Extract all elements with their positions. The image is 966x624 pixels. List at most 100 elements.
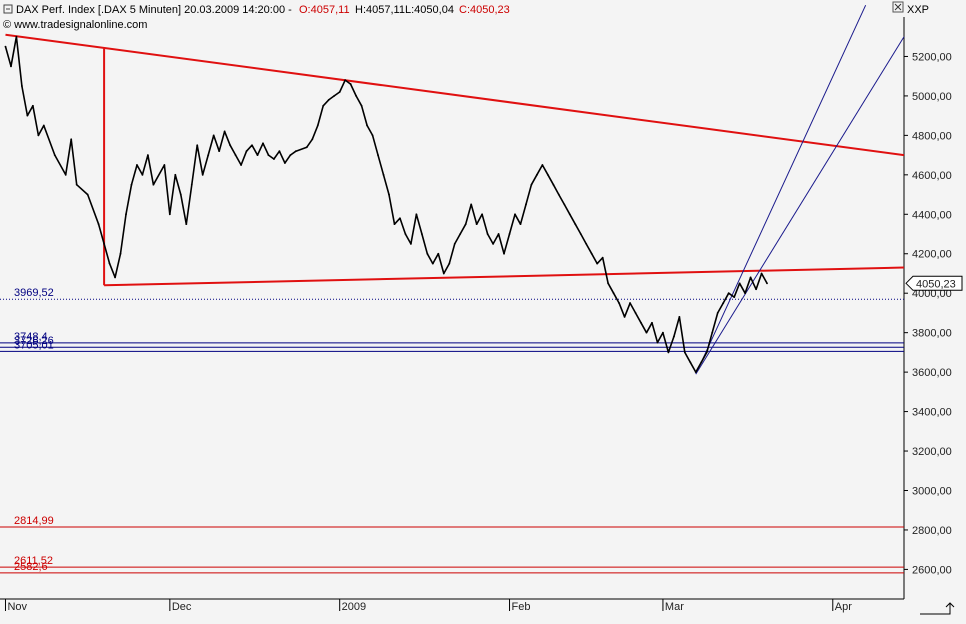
price-point: [262, 142, 264, 145]
panel-label: XXP: [907, 4, 929, 16]
price-point: [196, 144, 199, 147]
price-point: [711, 331, 714, 334]
price-point: [475, 223, 478, 226]
y-tick-label: 2800,00: [912, 525, 952, 537]
y-tick-label: 2600,00: [912, 564, 952, 576]
price-point: [42, 124, 45, 127]
price-layer: [4, 35, 768, 374]
price-point: [108, 262, 111, 265]
y-axis-ticks: 5200,00 5000,00 4800,00 4600,00 4400,00 4200,…: [904, 51, 952, 576]
red-trendline[interactable]: [104, 266, 905, 287]
price-point: [125, 213, 127, 216]
price-point: [97, 223, 100, 226]
price-point: [623, 315, 626, 318]
y-tick-label: 3800,00: [912, 328, 952, 340]
close-icon: [894, 3, 902, 11]
price-point: [273, 158, 275, 160]
price-point: [503, 252, 505, 255]
price-point: [223, 130, 226, 133]
price-point: [716, 312, 719, 314]
price-point: [634, 312, 637, 314]
last-price-label: 4050,23: [916, 278, 956, 290]
resize-arrow-icon[interactable]: [920, 602, 955, 615]
price-point: [207, 154, 210, 157]
price-point: [579, 233, 582, 235]
price-point: [766, 282, 768, 285]
collapse-box-icon[interactable]: [3, 4, 13, 14]
price-point: [563, 203, 566, 206]
price-point: [541, 164, 544, 166]
header-low: L:4050,04: [405, 4, 454, 16]
blue-trendline[interactable]: [695, 36, 905, 375]
price-point: [283, 162, 286, 164]
price-point: [722, 302, 725, 304]
price-point: [147, 154, 149, 157]
price-point: [755, 288, 757, 291]
price-point: [733, 296, 736, 299]
price-point: [678, 315, 681, 318]
price-point: [705, 351, 708, 354]
price-point: [267, 154, 270, 157]
price-point: [333, 95, 336, 97]
price-point: [349, 83, 352, 85]
y-tick-label: 4000,00: [912, 288, 952, 300]
price-point: [136, 164, 138, 166]
level-label: 3705,01: [14, 339, 54, 351]
price-point: [355, 95, 358, 97]
zoom-handle[interactable]: [920, 602, 955, 615]
last-price-marker: 4050,23: [905, 275, 963, 291]
last-price-box: [905, 275, 963, 291]
price-point: [371, 134, 374, 137]
price-point: [760, 272, 763, 275]
price-point: [552, 183, 555, 186]
price-point: [70, 138, 73, 141]
price-point: [256, 154, 259, 157]
price-point: [185, 223, 188, 226]
price-point: [546, 173, 549, 176]
price-point: [344, 79, 347, 82]
price-point: [612, 292, 615, 295]
price-point: [694, 371, 697, 374]
price-point: [130, 183, 133, 186]
price-point: [10, 65, 12, 68]
price-point: [240, 164, 242, 166]
blue-trendline[interactable]: [695, 4, 867, 375]
y-tick-label: 3200,00: [912, 446, 952, 458]
level-label: 3726,26: [14, 335, 54, 347]
price-point: [536, 173, 538, 176]
price-point: [311, 138, 314, 141]
chart-header: DAX Perf. Index [.DAX 5 Minuten] 20.03.2…: [3, 4, 510, 31]
price-point: [163, 164, 166, 166]
x-tick-label: Mar: [665, 601, 684, 613]
level-label: 3748,4: [14, 331, 48, 343]
price-point: [114, 276, 116, 279]
red-trendline[interactable]: [5, 33, 905, 157]
price-point: [459, 233, 462, 235]
price-point: [420, 233, 423, 235]
price-point: [360, 104, 363, 107]
price-point: [234, 154, 237, 157]
price-point: [366, 124, 368, 127]
price-point: [749, 276, 752, 279]
price-point: [442, 272, 445, 275]
price-point: [179, 193, 182, 196]
price-point: [683, 351, 686, 354]
level-label: 2611,52: [14, 555, 53, 567]
price-point: [700, 361, 703, 364]
price-point: [174, 173, 177, 176]
y-tick-label: 3000,00: [912, 485, 952, 497]
price-point: [557, 193, 560, 196]
price-point: [322, 104, 325, 107]
price-point: [393, 223, 396, 226]
price-point: [404, 233, 407, 235]
price-point: [519, 223, 522, 226]
price-point: [585, 242, 588, 245]
price-point: [141, 173, 144, 176]
panel-controls: XXP: [892, 1, 929, 16]
price-point: [453, 242, 456, 245]
price-point: [486, 233, 489, 235]
price-point: [294, 150, 297, 153]
